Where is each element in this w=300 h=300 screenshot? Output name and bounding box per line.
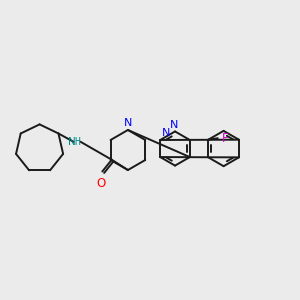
Text: F: F bbox=[222, 132, 228, 145]
Text: N: N bbox=[68, 137, 76, 147]
Text: O: O bbox=[96, 177, 106, 190]
Text: N: N bbox=[124, 118, 132, 128]
Text: H: H bbox=[74, 137, 80, 147]
Text: N: N bbox=[170, 120, 178, 130]
Text: N: N bbox=[162, 128, 170, 138]
